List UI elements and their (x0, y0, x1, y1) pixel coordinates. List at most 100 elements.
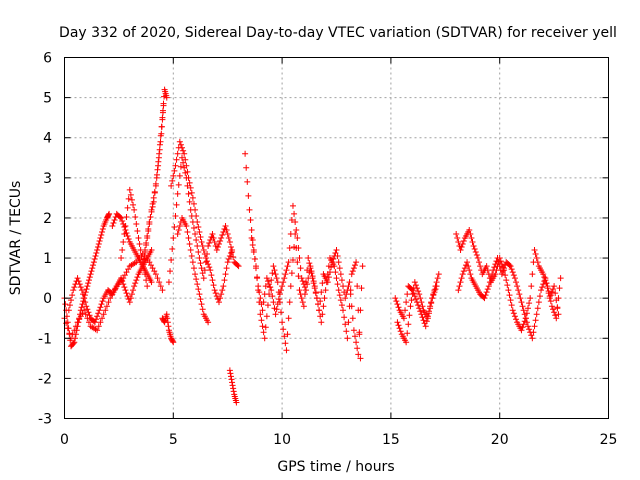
data-point (321, 295, 328, 302)
data-point (534, 305, 541, 312)
data-point (95, 241, 102, 248)
data-point (270, 299, 277, 306)
data-point (125, 195, 132, 202)
data-point (185, 174, 192, 181)
data-point (271, 267, 278, 274)
data-point (518, 327, 525, 334)
data-point (196, 291, 203, 298)
data-point (91, 256, 98, 263)
data-point (415, 288, 422, 295)
data-point (207, 267, 214, 274)
data-point (455, 287, 462, 294)
data-point (142, 271, 149, 278)
data-point (124, 232, 131, 239)
data-point (522, 315, 529, 322)
data-point (548, 303, 555, 310)
data-point (418, 299, 425, 306)
data-point (531, 323, 538, 330)
data-point (293, 226, 300, 233)
data-point (498, 271, 505, 278)
data-point (284, 331, 291, 338)
y-tick-labels: -3 -2 -1 0 1 2 3 4 5 6 (38, 51, 52, 428)
data-point (516, 291, 523, 298)
data-point (206, 264, 213, 271)
data-point (194, 281, 201, 288)
data-point (298, 295, 305, 302)
data-point (96, 238, 103, 245)
data-point (192, 271, 199, 278)
data-point (433, 283, 440, 290)
data-point (491, 264, 498, 271)
data-point (134, 274, 141, 281)
data-point (533, 255, 540, 262)
data-point (221, 277, 228, 284)
data-point (155, 162, 162, 169)
data-point (223, 265, 230, 272)
data-point (98, 301, 105, 308)
data-point (350, 265, 357, 272)
data-point (470, 243, 477, 250)
data-point (467, 271, 474, 278)
data-point (268, 277, 275, 284)
data-point (182, 156, 189, 163)
data-point (503, 277, 510, 284)
data-point (90, 259, 97, 266)
data-point (102, 307, 109, 314)
data-point (496, 263, 503, 270)
data-point (457, 247, 464, 254)
data-point (180, 147, 187, 154)
data-point (249, 242, 256, 249)
data-point (85, 280, 92, 287)
data-point (69, 292, 76, 299)
data-point (280, 326, 287, 333)
data-point (543, 280, 550, 287)
data-point (131, 283, 138, 290)
data-point (77, 284, 84, 291)
data-point (86, 274, 93, 281)
data-point (248, 235, 255, 241)
data-point (471, 246, 478, 253)
data-point (519, 303, 526, 310)
data-point (417, 295, 424, 302)
data-point (71, 284, 78, 291)
data-point (274, 279, 281, 286)
data-point (466, 267, 473, 274)
data-point (105, 211, 112, 218)
data-point (322, 287, 329, 294)
data-point (201, 267, 208, 274)
x-tick-label: 5 (169, 432, 178, 448)
data-point (414, 285, 421, 292)
data-point (100, 311, 107, 318)
data-point (310, 280, 317, 287)
data-point (301, 291, 308, 298)
data-point (91, 319, 98, 326)
data-point (154, 166, 161, 173)
data-point (70, 340, 77, 347)
data-point (120, 281, 127, 288)
data-point (211, 239, 218, 246)
data-point (275, 296, 282, 303)
data-point (170, 339, 177, 346)
data-point (188, 189, 195, 196)
data-point (130, 201, 137, 208)
data-point (332, 250, 339, 257)
data-point (539, 284, 546, 291)
data-point (227, 370, 234, 377)
data-point (99, 228, 106, 235)
data-point (84, 283, 91, 290)
data-point (312, 290, 319, 297)
data-point (195, 223, 202, 230)
data-point (180, 159, 187, 166)
data-point (392, 295, 399, 302)
data-point (340, 283, 347, 290)
data-point (99, 225, 106, 232)
data-point (187, 184, 194, 191)
x-tick-label: 10 (273, 432, 291, 448)
data-point (393, 298, 400, 305)
data-point (230, 385, 237, 392)
data-point (121, 272, 128, 279)
data-point (281, 333, 288, 340)
data-point (208, 272, 215, 279)
data-point (291, 210, 298, 217)
data-point (299, 278, 306, 285)
